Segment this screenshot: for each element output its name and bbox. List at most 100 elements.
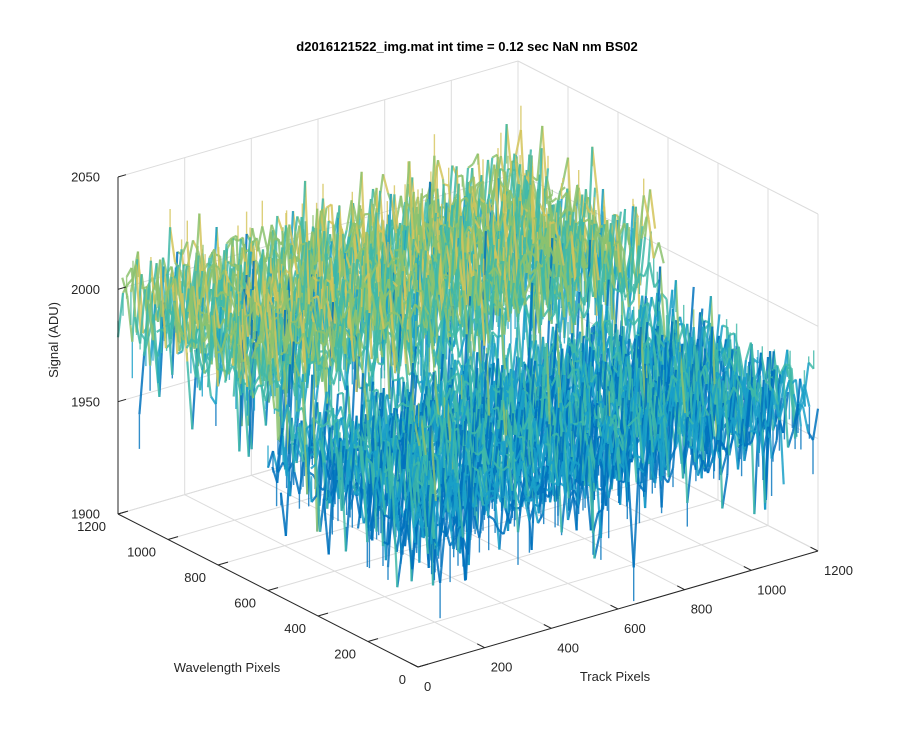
surface-segment bbox=[356, 247, 364, 260]
surface-segment bbox=[297, 262, 305, 280]
surface-segment bbox=[213, 263, 220, 269]
surface-segment bbox=[389, 311, 395, 315]
surface-segment bbox=[337, 391, 344, 395]
surface-segment bbox=[467, 163, 474, 169]
surface-segment bbox=[144, 289, 152, 366]
surface-segment bbox=[266, 450, 275, 469]
surface-segment bbox=[225, 237, 233, 245]
surface-segment bbox=[157, 266, 165, 383]
surface-segment bbox=[159, 277, 167, 349]
surface-segment bbox=[181, 293, 189, 362]
surface-segment bbox=[392, 378, 399, 382]
surface-segment bbox=[139, 289, 147, 344]
back-wall-grid-line bbox=[117, 60, 519, 178]
surface-segment bbox=[657, 242, 665, 264]
chart-title: d2016121522_img.mat int time = 0.12 sec … bbox=[296, 39, 637, 54]
surface-segment bbox=[177, 326, 185, 341]
surface-segment bbox=[347, 232, 355, 251]
surface-segment bbox=[474, 181, 481, 188]
surface-segment bbox=[208, 248, 216, 259]
surface-segment bbox=[270, 224, 278, 239]
surface-segment bbox=[394, 248, 401, 252]
surface-segment bbox=[181, 241, 189, 256]
surface-segment bbox=[394, 222, 402, 270]
surface-segment bbox=[354, 222, 362, 256]
surface-segment bbox=[519, 175, 527, 228]
surface-segment bbox=[505, 123, 513, 174]
surface-segment bbox=[142, 335, 150, 356]
surface-segment bbox=[199, 271, 207, 306]
surface-segment bbox=[377, 362, 384, 366]
surface-segment bbox=[467, 176, 475, 185]
surface-segment bbox=[347, 222, 355, 237]
surface-segment bbox=[436, 159, 445, 180]
surface-segment bbox=[186, 361, 194, 430]
surface-plot bbox=[116, 105, 820, 619]
surface-segment bbox=[355, 171, 363, 235]
surface-segment bbox=[134, 316, 142, 344]
surface-segment bbox=[191, 286, 200, 329]
surface-segment bbox=[279, 492, 287, 537]
surface-segment bbox=[470, 186, 478, 217]
surface-segment bbox=[403, 161, 411, 226]
surface-segment bbox=[566, 188, 574, 217]
surface-segment bbox=[250, 237, 258, 245]
surface-segment bbox=[146, 299, 155, 341]
surface-segment bbox=[151, 280, 159, 294]
surface-segment bbox=[319, 238, 327, 275]
surface-segment bbox=[174, 278, 182, 344]
surface-segment bbox=[561, 157, 570, 183]
surface-segment bbox=[381, 173, 390, 194]
surface-segment bbox=[451, 193, 459, 206]
surface-segment bbox=[156, 328, 163, 333]
surface-segment bbox=[326, 203, 333, 209]
surface-segment bbox=[255, 237, 263, 262]
surface-segment bbox=[293, 471, 301, 495]
surface-segment bbox=[116, 292, 125, 338]
surface-segment bbox=[151, 339, 160, 357]
surface-segment bbox=[231, 234, 238, 240]
surface-segment bbox=[421, 193, 428, 199]
surface-segment bbox=[389, 193, 397, 234]
surface-segment bbox=[143, 284, 151, 352]
surface-segment bbox=[232, 263, 239, 268]
surface-segment bbox=[311, 208, 319, 275]
surface-segment bbox=[176, 322, 185, 336]
surface-segment bbox=[204, 271, 212, 331]
floor-grid-line bbox=[367, 525, 769, 642]
surface-segment bbox=[514, 129, 522, 156]
surface-segment bbox=[321, 241, 329, 275]
surface-segment bbox=[261, 226, 269, 250]
surface-segment bbox=[491, 153, 498, 159]
surface-segment bbox=[206, 268, 214, 293]
surface-segment bbox=[228, 281, 236, 289]
surface-segment bbox=[472, 153, 479, 165]
surface-segment bbox=[164, 227, 172, 339]
surface-segment bbox=[134, 264, 142, 334]
surface-segment bbox=[176, 264, 185, 318]
surface-segment bbox=[293, 225, 301, 255]
surface-segment bbox=[345, 200, 353, 231]
surface-segment bbox=[164, 286, 172, 296]
surface-segment bbox=[125, 267, 133, 278]
surface-segment bbox=[545, 175, 553, 203]
surface-segment bbox=[138, 351, 146, 415]
surface-segment bbox=[426, 217, 434, 255]
surface-segment bbox=[649, 189, 657, 229]
surface-segment bbox=[126, 295, 134, 342]
surface-segment bbox=[460, 196, 467, 202]
surface-segment bbox=[264, 231, 272, 263]
surface-segment bbox=[488, 164, 496, 195]
surface-segment bbox=[283, 224, 291, 267]
surface-segment bbox=[536, 125, 544, 181]
surface-segment bbox=[169, 278, 177, 288]
surface-segment bbox=[156, 280, 164, 317]
surface-segment bbox=[513, 153, 521, 189]
surface-segment bbox=[186, 286, 195, 313]
surface-segment bbox=[207, 263, 215, 271]
surface-segment bbox=[129, 264, 137, 293]
surface-segment bbox=[477, 180, 484, 188]
surface-segment bbox=[416, 289, 423, 293]
side-wall-grid-line bbox=[517, 60, 819, 215]
